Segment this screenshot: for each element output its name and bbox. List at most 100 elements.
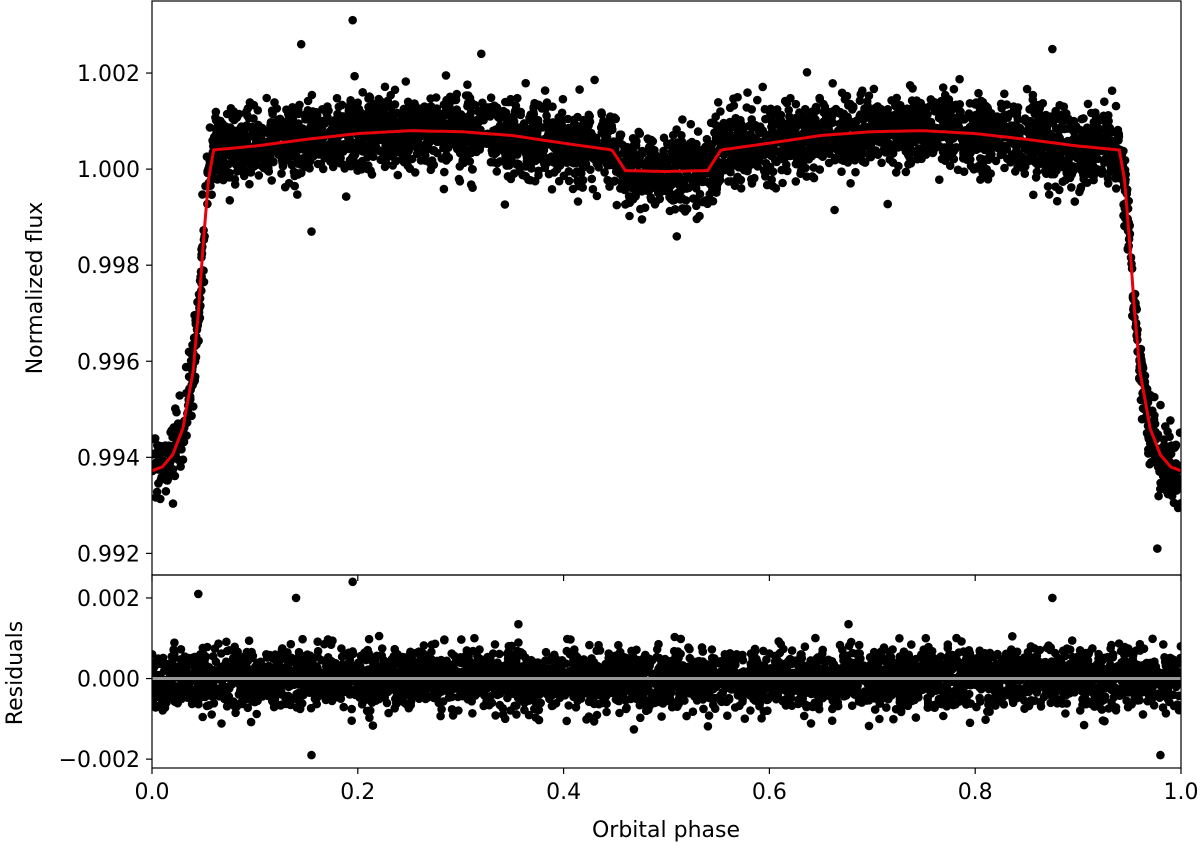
flux-point: [173, 419, 183, 428]
flux-y-tick-label: 1.000: [77, 158, 140, 183]
flux-point: [1028, 95, 1038, 104]
flux-point: [810, 140, 819, 150]
flux-point: [1111, 101, 1121, 111]
flux-point: [461, 91, 471, 100]
flux-point: [771, 184, 781, 193]
flux-point: [533, 140, 542, 149]
flux-point: [842, 91, 852, 101]
flux-point: [553, 123, 562, 133]
flux-point: [1060, 112, 1070, 122]
flux-point: [599, 116, 608, 126]
flux-point: [445, 102, 454, 111]
flux-point: [808, 109, 818, 119]
flux-point: [677, 193, 687, 203]
flux-point: [607, 138, 616, 148]
flux-point: [439, 143, 448, 153]
flux-point: [513, 150, 522, 159]
flux-point: [304, 107, 313, 116]
flux-point: [916, 135, 926, 144]
flux-point: [279, 117, 289, 127]
flux-point: [232, 113, 242, 122]
flux-point: [713, 98, 723, 107]
flux-point: [372, 115, 381, 124]
flux-point: [1089, 147, 1099, 156]
flux-point: [249, 100, 259, 110]
flux-point: [868, 115, 878, 125]
flux-point: [336, 119, 345, 129]
flux-point: [709, 119, 718, 128]
flux-point: [521, 149, 531, 158]
flux-point: [1045, 129, 1054, 138]
flux-point: [1103, 174, 1113, 183]
flux-point: [440, 167, 449, 177]
flux-point: [463, 80, 472, 89]
flux-point: [778, 178, 787, 188]
flux-point: [1038, 99, 1048, 108]
flux-point: [320, 153, 329, 163]
flux-point: [1156, 400, 1165, 410]
flux-point: [1009, 106, 1019, 115]
flux-point: [794, 146, 804, 155]
flux-outlier-point: [1153, 544, 1162, 553]
flux-point: [410, 168, 420, 177]
flux-point: [935, 110, 945, 119]
flux-point: [219, 159, 229, 168]
flux-point: [596, 156, 606, 165]
flux-point: [429, 117, 439, 126]
flux-point: [345, 155, 355, 165]
flux-point: [294, 109, 303, 119]
flux-point: [181, 362, 191, 372]
flux-point: [856, 90, 865, 99]
flux-point: [687, 158, 696, 168]
residual-point: [564, 701, 573, 710]
flux-point: [1041, 110, 1051, 120]
flux-point: [381, 113, 391, 123]
flux-point: [329, 155, 339, 164]
flux-point: [1022, 84, 1032, 94]
flux-point: [916, 98, 925, 108]
flux-point: [270, 120, 280, 129]
flux-point: [1136, 395, 1146, 405]
flux-point: [848, 103, 858, 112]
flux-point: [976, 175, 985, 184]
flux-point: [923, 110, 932, 119]
flux-point: [989, 113, 999, 123]
flux-point: [215, 173, 225, 183]
flux-point: [908, 84, 917, 93]
flux-point: [393, 170, 403, 180]
flux-point: [311, 129, 320, 138]
flux-point: [225, 196, 235, 205]
flux-point: [466, 180, 476, 189]
flux-point: [1163, 427, 1172, 436]
flux-point: [1025, 156, 1035, 165]
flux-point: [521, 162, 530, 171]
flux-point: [459, 148, 469, 157]
flux-point: [563, 114, 573, 124]
flux-point: [547, 157, 556, 166]
residual-point: [602, 707, 611, 717]
residual-point: [419, 641, 429, 650]
flux-point: [573, 127, 582, 136]
flux-y-tick-label: 1.002: [77, 62, 140, 87]
flux-point: [827, 111, 837, 121]
flux-point: [540, 86, 550, 95]
flux-point: [832, 105, 841, 115]
flux-point: [796, 166, 806, 176]
flux-point: [758, 127, 768, 137]
flux-point: [1052, 113, 1062, 123]
flux-point: [168, 499, 178, 508]
flux-point: [454, 136, 463, 145]
flux-point: [611, 162, 620, 171]
flux-point: [239, 171, 249, 181]
flux-point: [818, 152, 827, 161]
flux-point: [1175, 428, 1181, 437]
flux-point: [441, 71, 451, 80]
flux-y-tick-label: 0.998: [77, 254, 140, 279]
flux-point: [464, 138, 474, 147]
flux-point: [937, 96, 946, 106]
flux-point: [478, 98, 487, 108]
flux-point: [759, 166, 769, 175]
